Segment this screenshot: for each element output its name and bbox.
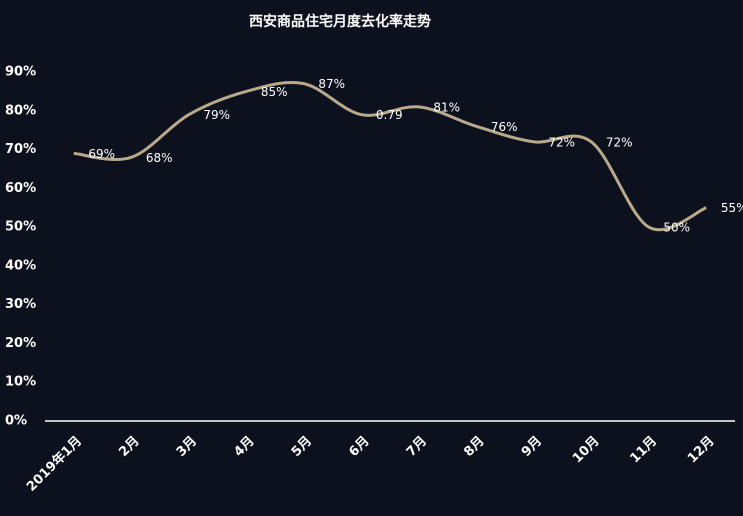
y-tick-label: 10% — [5, 375, 36, 390]
value-label: 50% — [663, 221, 690, 235]
value-label: 87% — [318, 77, 345, 91]
y-tick-label: 80% — [5, 103, 36, 118]
y-tick-label: 60% — [5, 181, 36, 196]
y-tick-label: 30% — [5, 297, 36, 312]
y-tick-label: 70% — [5, 142, 36, 157]
value-label: 68% — [146, 151, 173, 165]
value-label: 72% — [606, 135, 633, 149]
y-tick-label: 90% — [5, 65, 36, 80]
value-label: 72% — [548, 135, 575, 149]
chart-title: 西安商品住宅月度去化率走势 — [249, 13, 431, 30]
value-label: 0.79 — [376, 108, 403, 122]
value-label: 85% — [261, 85, 288, 99]
value-label: 81% — [433, 100, 460, 114]
value-label: 76% — [491, 120, 518, 134]
value-label: 79% — [203, 108, 230, 122]
y-tick-label: 40% — [5, 258, 36, 273]
y-tick-label: 0% — [5, 414, 27, 429]
value-label: 55% — [721, 201, 743, 215]
y-tick-label: 50% — [5, 220, 36, 235]
y-tick-label: 20% — [5, 336, 36, 351]
value-label: 69% — [88, 147, 115, 161]
line — [73, 80, 707, 231]
